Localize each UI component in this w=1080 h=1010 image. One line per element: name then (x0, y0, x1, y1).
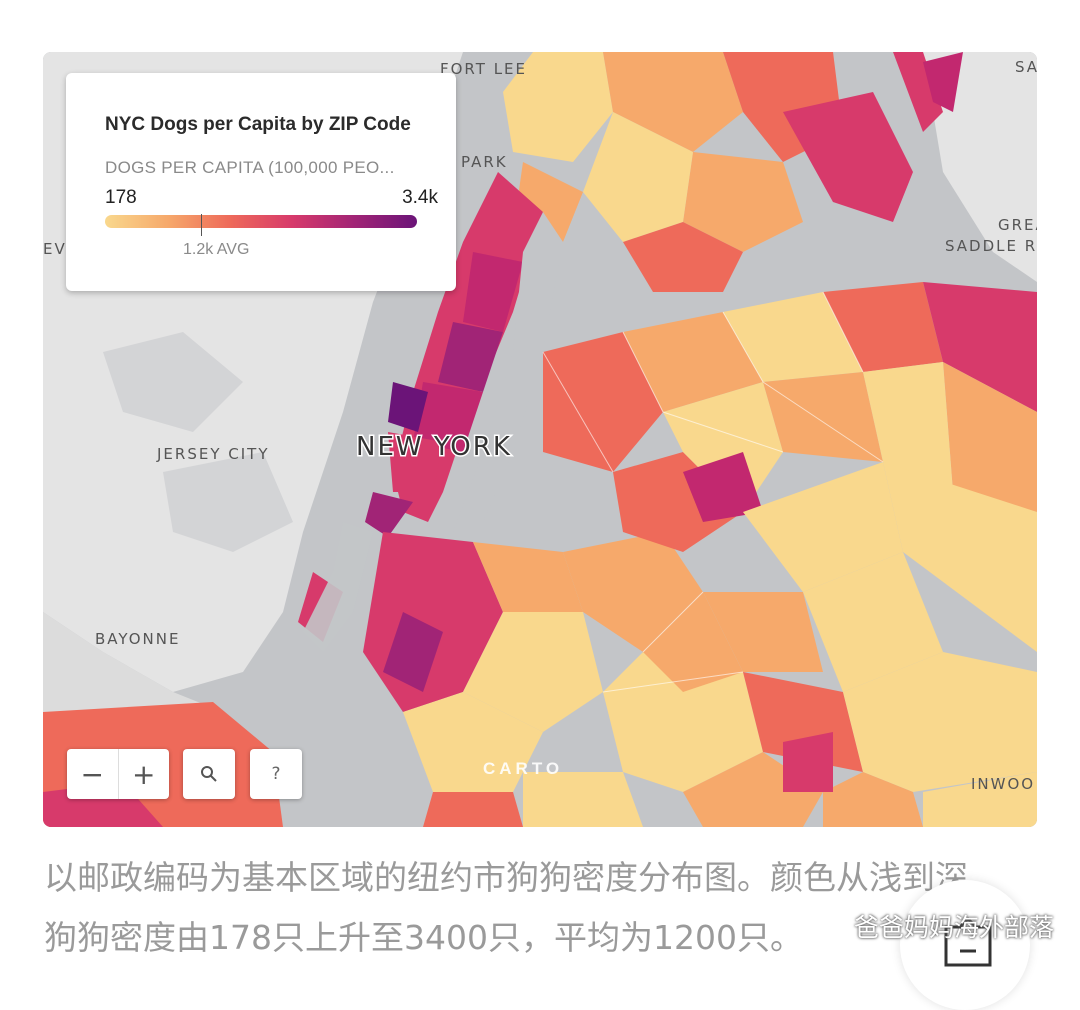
map-view[interactable]: FORT LEE PARK SA GREA SADDLE ROCK EV JER… (43, 52, 1037, 827)
zoom-in-button[interactable]: + (132, 757, 156, 791)
label-bayonne: BAYONNE (95, 630, 180, 648)
label-sa: SA (1015, 58, 1037, 76)
search-button[interactable] (183, 749, 235, 799)
label-inwood: INWOO (971, 775, 1035, 793)
wechat-watermark: 爸爸妈妈海外部落 (822, 908, 1054, 944)
legend-panel: NYC Dogs per Capita by ZIP Code DOGS PER… (66, 73, 456, 291)
legend-avg-marker (201, 214, 202, 236)
label-park: PARK (461, 153, 508, 171)
legend-min-label: 178 (105, 187, 137, 208)
zoom-controls: − + (67, 749, 169, 799)
label-saddle-rock: SADDLE ROCK (945, 237, 1037, 255)
wechat-icon (822, 916, 848, 936)
zoom-out-button[interactable]: − (67, 749, 119, 799)
minimize-icon[interactable] (938, 917, 998, 969)
label-fort-lee: FORT LEE (440, 60, 527, 78)
carto-attribution[interactable]: CARTO (483, 759, 564, 778)
choropleth-map[interactable]: FORT LEE PARK SA GREA SADDLE ROCK EV JER… (43, 52, 1037, 827)
map-title: NYC Dogs per Capita by ZIP Code (105, 114, 411, 135)
label-new-york: NEW YORK (356, 432, 512, 462)
search-icon (201, 766, 217, 782)
legend-avg-label: 1.2k AVG (183, 241, 250, 258)
legend-subtitle: DOGS PER CAPITA (100,000 PEO... (105, 158, 395, 177)
legend-max-label: 3.4k (402, 187, 438, 208)
help-button[interactable]: ? (250, 749, 302, 799)
watermark-text: 爸爸妈妈海外部落 (854, 913, 1055, 942)
label-ev: EV (43, 240, 67, 258)
image-caption: 以邮政编码为基本区域的纽约市狗狗密度分布图。颜色从浅到深，狗狗密度由178只上升… (44, 858, 1001, 957)
legend-color-ramp (105, 215, 417, 228)
label-great: GREA (998, 216, 1037, 234)
label-jersey-city: JERSEY CITY (156, 445, 269, 463)
